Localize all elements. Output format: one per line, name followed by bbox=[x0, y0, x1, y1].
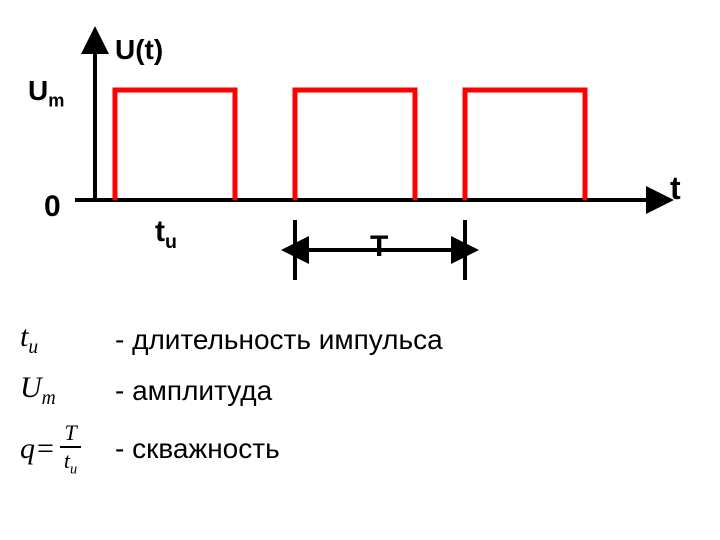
label-ut: U(t) bbox=[115, 34, 163, 66]
legend-q-num: T bbox=[60, 422, 80, 448]
legend-q-den: tu bbox=[60, 448, 81, 477]
label-t: t bbox=[670, 170, 681, 207]
legend-sym-tu-sub: u bbox=[28, 337, 38, 358]
legend-q-var: q bbox=[20, 432, 35, 466]
legend-sym-um: Um bbox=[20, 371, 115, 410]
legend-text-q: - скважность bbox=[115, 433, 280, 465]
legend: tu - длительность импульса Um - амплитуд… bbox=[20, 320, 443, 489]
label-um: Um bbox=[28, 75, 64, 112]
label-T: T bbox=[370, 230, 388, 264]
legend-row-tu: tu - длительность импульса bbox=[20, 320, 443, 359]
legend-row-q: q = T tu - скважность bbox=[20, 422, 443, 477]
label-tu: tu bbox=[155, 215, 177, 254]
legend-text-tu: - длительность импульса bbox=[115, 324, 443, 356]
legend-sym-um-sub: m bbox=[42, 388, 56, 409]
label-zero: 0 bbox=[44, 190, 61, 224]
legend-row-um: Um - амплитуда bbox=[20, 371, 443, 410]
legend-text-um: - амплитуда bbox=[115, 375, 272, 407]
legend-q-eq: = bbox=[37, 432, 54, 466]
legend-q-fraction: T tu bbox=[60, 422, 81, 477]
legend-sym-tu: tu bbox=[20, 320, 115, 359]
pulse-diagram: U(t) Um 0 tu T t bbox=[20, 20, 700, 300]
legend-sym-um-main: U bbox=[20, 371, 42, 404]
legend-sym-q: q = T tu bbox=[20, 422, 115, 477]
